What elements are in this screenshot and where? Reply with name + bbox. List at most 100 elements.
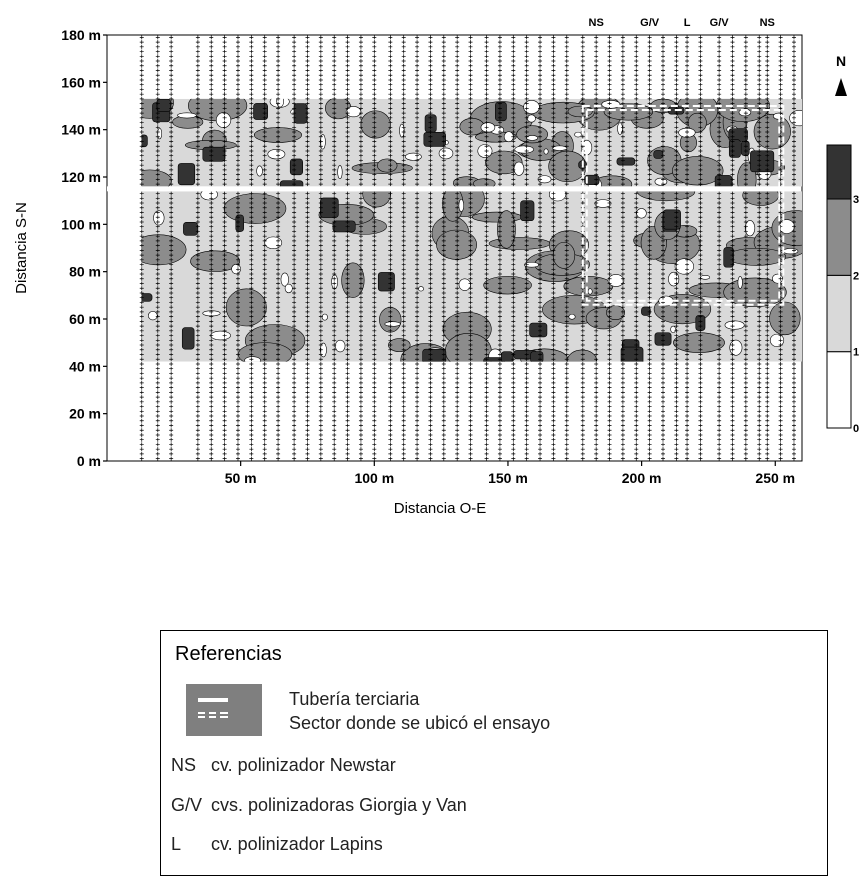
- tree-marker: [262, 59, 267, 64]
- tree-marker: [249, 167, 254, 172]
- x-tick-label: 250 m: [755, 470, 795, 486]
- tree-marker: [332, 432, 337, 437]
- tree-marker: [235, 35, 240, 40]
- level-3-area: [177, 163, 196, 186]
- tree-marker: [222, 276, 227, 281]
- tree-marker: [318, 385, 323, 390]
- tree-marker: [332, 234, 337, 239]
- tree-marker: [155, 442, 160, 447]
- tree-marker: [139, 267, 144, 272]
- tree-marker: [388, 333, 393, 338]
- tree-marker: [235, 177, 240, 182]
- tree-marker: [372, 447, 377, 452]
- tree-marker: [222, 366, 227, 371]
- tree-marker: [358, 219, 363, 224]
- tree-marker: [169, 447, 174, 452]
- tree-marker: [292, 267, 297, 272]
- tree-marker: [345, 300, 350, 305]
- tree-marker: [276, 59, 281, 64]
- tree-marker: [332, 380, 337, 385]
- tree-marker: [262, 125, 267, 130]
- tree-marker: [169, 314, 174, 319]
- tree-marker: [292, 361, 297, 366]
- tree-marker: [139, 371, 144, 376]
- tree-marker: [332, 361, 337, 366]
- tree-marker: [209, 451, 214, 456]
- tree-marker: [318, 390, 323, 395]
- tree-marker: [318, 49, 323, 54]
- tree-marker: [222, 409, 227, 414]
- tree-marker: [222, 404, 227, 409]
- tree-marker: [169, 49, 174, 54]
- tree-marker: [332, 144, 337, 149]
- tree-marker: [222, 385, 227, 390]
- tree-marker: [155, 96, 160, 101]
- tree-marker: [358, 120, 363, 125]
- tree-marker: [276, 423, 281, 428]
- tree-marker: [155, 167, 160, 172]
- level-0-area: [200, 191, 218, 201]
- tree-marker: [195, 442, 200, 447]
- tree-marker: [345, 130, 350, 135]
- tree-marker: [318, 456, 323, 461]
- tree-marker: [332, 96, 337, 101]
- tree-marker: [305, 248, 310, 253]
- tree-marker: [292, 163, 297, 168]
- tree-marker: [292, 324, 297, 329]
- tree-marker: [318, 35, 323, 40]
- tree-marker: [139, 205, 144, 210]
- tree-marker: [345, 290, 350, 295]
- level-2-area: [473, 178, 496, 187]
- level-0-area: [264, 236, 283, 250]
- tree-marker: [332, 437, 337, 442]
- tree-marker: [372, 333, 377, 338]
- tree-marker: [209, 54, 214, 59]
- tree-marker: [276, 77, 281, 82]
- tree-marker: [332, 276, 337, 281]
- tree-marker: [276, 238, 281, 243]
- tree-marker: [262, 224, 267, 229]
- tree-marker: [332, 300, 337, 305]
- tree-marker: [305, 390, 310, 395]
- tree-marker: [388, 205, 393, 210]
- tree-marker: [169, 229, 174, 234]
- level-0-area: [636, 208, 647, 219]
- tree-marker: [276, 106, 281, 111]
- tree-marker: [235, 380, 240, 385]
- tree-marker: [276, 205, 281, 210]
- tree-marker: [195, 215, 200, 220]
- level-3-area: [616, 157, 636, 166]
- tree-marker: [262, 215, 267, 220]
- tree-marker: [388, 177, 393, 182]
- level-0-area: [280, 272, 289, 287]
- tree-marker: [155, 253, 160, 258]
- tree-marker: [358, 309, 363, 314]
- tree-marker: [209, 442, 214, 447]
- tree-marker: [262, 63, 267, 68]
- tree-marker: [169, 163, 174, 168]
- tree-marker: [372, 177, 377, 182]
- tree-marker: [155, 385, 160, 390]
- tree-marker: [332, 451, 337, 456]
- tree-marker: [155, 153, 160, 158]
- tree-marker: [249, 442, 254, 447]
- tree-marker: [332, 290, 337, 295]
- tree-marker: [345, 418, 350, 423]
- tree-marker: [249, 125, 254, 130]
- level-2-area: [726, 247, 787, 266]
- tree-marker: [262, 234, 267, 239]
- north-label: N: [836, 53, 846, 69]
- tree-marker: [222, 153, 227, 158]
- tree-marker: [249, 414, 254, 419]
- tree-marker: [372, 106, 377, 111]
- tree-marker: [262, 87, 267, 92]
- tree-marker: [249, 205, 254, 210]
- tree-marker: [276, 456, 281, 461]
- tree-marker: [332, 77, 337, 82]
- tree-marker: [155, 432, 160, 437]
- colorbar-label: 1: [853, 347, 859, 359]
- tree-marker: [235, 167, 240, 172]
- tree-marker: [305, 385, 310, 390]
- tree-marker: [358, 92, 363, 97]
- level-0-area: [537, 175, 552, 184]
